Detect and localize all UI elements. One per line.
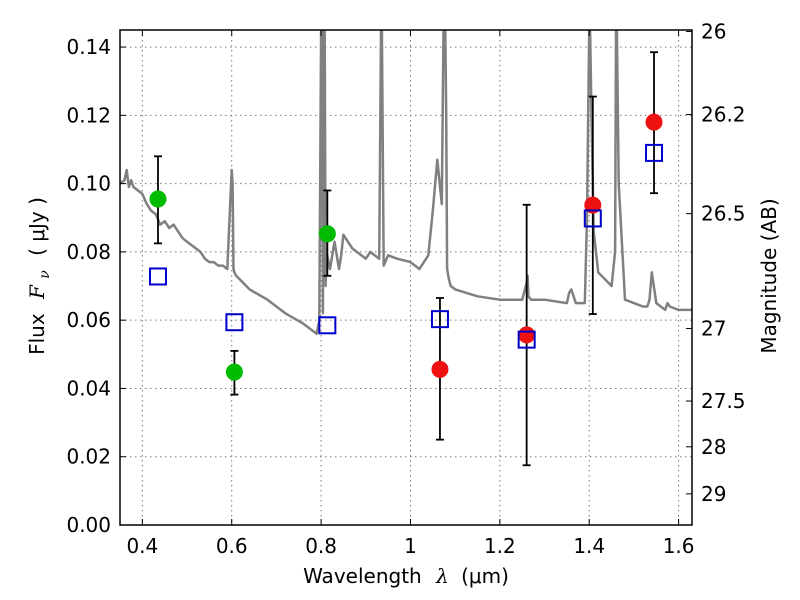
y-axis-subscript: ν (37, 270, 53, 279)
model-point (318, 316, 337, 335)
data-point (518, 326, 536, 344)
model-point (517, 330, 536, 349)
sed-line (120, 30, 692, 336)
model-point (225, 313, 244, 332)
data-point (318, 225, 336, 243)
x-axis-label-text: Wavelength (303, 564, 422, 588)
plot-frame (119, 29, 693, 526)
data-point (584, 196, 602, 214)
model-point (645, 143, 664, 162)
data-point (149, 190, 167, 208)
y2-tick-label: 29 (701, 482, 726, 506)
x-axis-label: Wavelength λ (μm) (303, 564, 509, 588)
model-point (583, 209, 602, 228)
marker-layer (148, 113, 664, 381)
y-axis-unit: ( μJy ) (25, 197, 49, 256)
y-tick-label: 0.00 (66, 513, 111, 537)
x-tick-label: 1.6 (663, 534, 695, 558)
y-axis-label: Flux F ν ( μJy ) (25, 197, 54, 355)
y-tick-label: 0.04 (66, 376, 111, 400)
y2-tick-label: 26.5 (701, 202, 746, 226)
y-tick-label: 0.08 (66, 240, 111, 264)
model-point (430, 310, 449, 329)
sed-layer (120, 30, 692, 336)
y2-tick-label: 26.2 (701, 103, 746, 127)
y-tick-label: 0.12 (66, 103, 111, 127)
x-axis-symbol: λ (435, 564, 449, 588)
y-tick-label: 0.02 (66, 445, 111, 469)
y2-axis-label: Magnitude (AB) (757, 198, 781, 353)
ticks (120, 30, 692, 526)
model-point (148, 267, 167, 286)
y-axis-symbol: F (25, 284, 49, 300)
x-tick-label: 1 (404, 534, 417, 558)
tick-labels: 0.4 0.6 0.8 1 1.2 1.4 1.6 0.00 0.02 0.04 0.06 0.08 0… (66, 20, 745, 558)
y2-tick-label: 27.5 (701, 389, 746, 413)
x-tick-label: 0.8 (305, 534, 337, 558)
data-point (431, 360, 449, 378)
y2-tick-label: 27 (701, 317, 726, 341)
y2-tick-label: 26 (701, 20, 726, 44)
x-tick-label: 1.4 (573, 534, 605, 558)
y-tick-label: 0.10 (66, 172, 111, 196)
y-tick-label: 0.06 (66, 308, 111, 332)
errorbar-layer (153, 51, 659, 467)
x-tick-label: 0.6 (216, 534, 248, 558)
y-axis-label-text: Flux (25, 313, 49, 355)
x-tick-label: 1.2 (484, 534, 516, 558)
y-tick-label: 0.14 (66, 35, 111, 59)
y2-tick-label: 28 (701, 435, 726, 459)
x-axis-unit: (μm) (461, 564, 509, 588)
x-tick-label: 0.4 (126, 534, 158, 558)
data-point (645, 113, 663, 131)
grid (120, 30, 692, 526)
data-point (225, 363, 243, 381)
